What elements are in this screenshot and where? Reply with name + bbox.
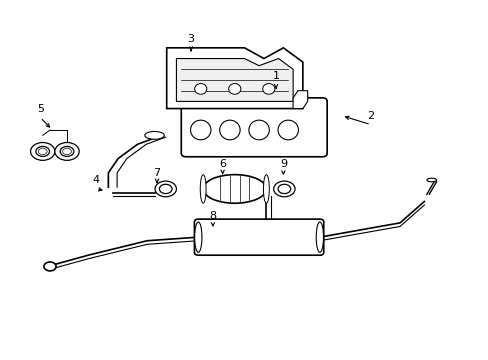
Ellipse shape [278, 184, 290, 194]
Ellipse shape [155, 181, 176, 197]
FancyBboxPatch shape [194, 219, 323, 255]
Ellipse shape [144, 131, 164, 139]
Polygon shape [292, 91, 307, 109]
Text: 2: 2 [366, 111, 374, 121]
Text: 7: 7 [153, 168, 160, 178]
Polygon shape [176, 59, 292, 102]
Ellipse shape [36, 147, 49, 157]
Ellipse shape [248, 120, 269, 140]
Ellipse shape [316, 222, 323, 252]
Ellipse shape [219, 120, 240, 140]
Text: 6: 6 [219, 159, 225, 169]
Ellipse shape [62, 148, 71, 155]
Ellipse shape [263, 175, 269, 203]
Ellipse shape [203, 175, 266, 203]
Text: 1: 1 [272, 71, 279, 81]
Text: 4: 4 [92, 175, 100, 185]
Ellipse shape [159, 184, 172, 194]
Ellipse shape [30, 143, 55, 160]
Text: 8: 8 [209, 211, 216, 221]
Ellipse shape [273, 181, 294, 197]
Ellipse shape [194, 222, 202, 252]
Text: 9: 9 [279, 159, 286, 169]
Ellipse shape [228, 84, 241, 94]
Polygon shape [166, 48, 302, 109]
Ellipse shape [426, 178, 436, 182]
Ellipse shape [278, 120, 298, 140]
Ellipse shape [190, 120, 210, 140]
Ellipse shape [60, 147, 74, 157]
Ellipse shape [44, 262, 56, 271]
Ellipse shape [55, 143, 79, 160]
Ellipse shape [38, 148, 47, 155]
Ellipse shape [200, 175, 205, 203]
Ellipse shape [262, 84, 274, 94]
Text: 5: 5 [37, 104, 44, 113]
Text: 3: 3 [187, 34, 194, 44]
FancyBboxPatch shape [181, 98, 326, 157]
Ellipse shape [194, 84, 206, 94]
